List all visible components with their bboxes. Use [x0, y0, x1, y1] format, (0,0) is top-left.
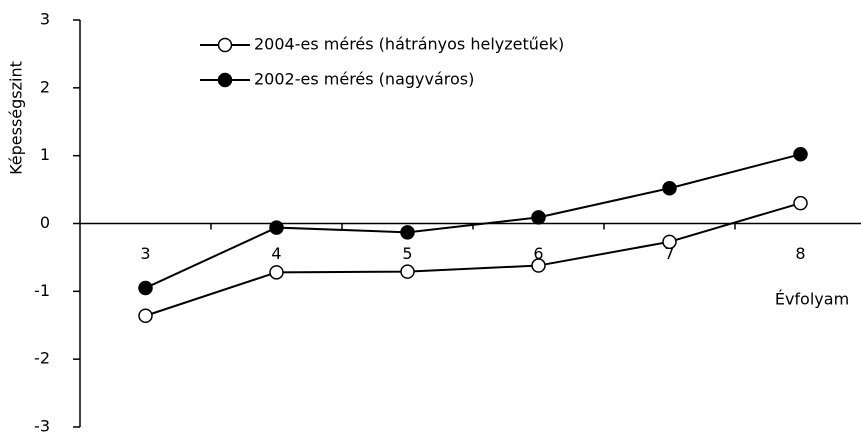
point [793, 195, 808, 211]
y-tick-label: -1 [34, 281, 50, 300]
x-tick-label: 6 [533, 244, 543, 263]
y-tick-label: -2 [34, 349, 50, 368]
point [662, 180, 677, 196]
x-tick-label: 7 [664, 244, 674, 263]
point [662, 234, 677, 250]
point [531, 258, 546, 273]
point [269, 265, 284, 280]
series-line [145, 153, 801, 289]
legend-label: 2004-es mérés (hátrányos helyzetűek) [254, 35, 564, 54]
x-axis-label: Évfolyam [775, 290, 849, 309]
legend-marker [217, 37, 233, 53]
y-tick-label: -3 [34, 417, 50, 434]
point [400, 264, 415, 279]
y-tick-label: 0 [40, 213, 50, 232]
series-line [145, 202, 801, 317]
x-tick-label: 5 [402, 244, 412, 263]
y-tick-label: 1 [40, 145, 50, 164]
x-tick-label: 4 [271, 244, 281, 263]
point [531, 210, 546, 225]
point [138, 308, 153, 324]
y-tick-label: 3 [40, 10, 50, 29]
x-tick-label: 3 [140, 244, 150, 263]
legend-label: 2002-es mérés (nagyváros) [254, 70, 474, 89]
point [269, 220, 284, 235]
x-tick-label: 8 [795, 244, 805, 263]
legend-marker [217, 72, 233, 88]
point [793, 147, 808, 162]
y-tick-label: 2 [40, 77, 50, 96]
point [138, 280, 153, 296]
point [400, 225, 415, 240]
y-axis-label: Képességszint [7, 61, 26, 175]
